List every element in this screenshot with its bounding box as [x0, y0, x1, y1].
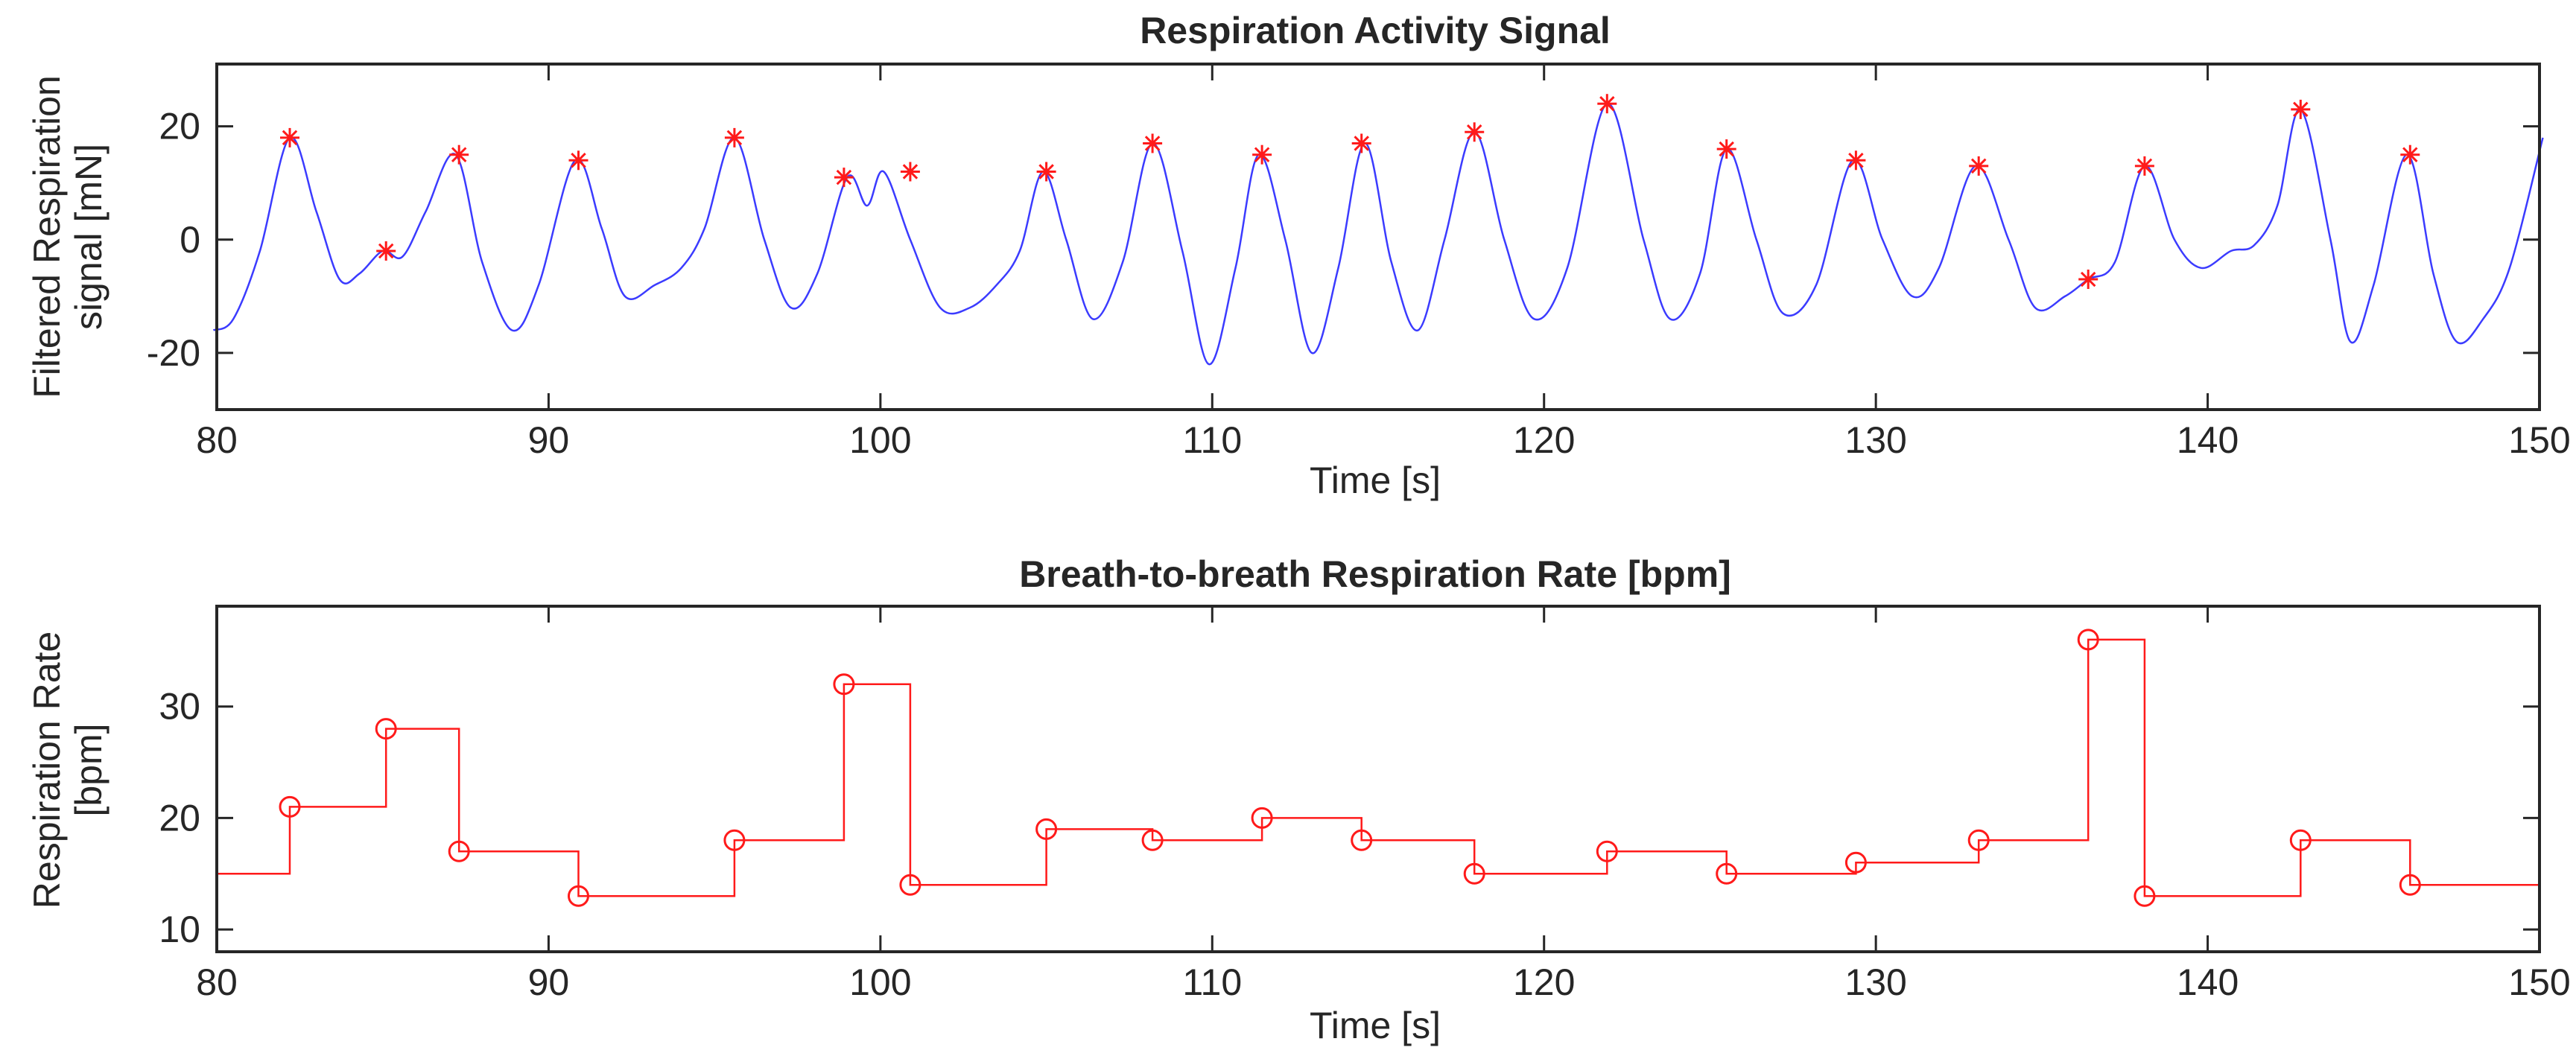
respiration-rate-chart: Breath-to-breath Respiration Rate [bpm] … [26, 553, 2571, 1046]
x-tick-label: 120 [1513, 419, 1575, 461]
peak-marker [568, 150, 589, 171]
x-tick-label: 110 [1182, 961, 1242, 1003]
y-tick-label: 30 [159, 686, 200, 728]
y-axis-label-line-2: signal [mN] [68, 144, 110, 330]
rate-point [1351, 829, 1373, 851]
rate-point [1596, 840, 1618, 862]
rate-point [1251, 807, 1273, 829]
rate-point [833, 673, 855, 696]
rate-point [1141, 829, 1164, 851]
rate-point [448, 840, 470, 862]
rate-point [1967, 829, 1990, 851]
x-tick-label: 80 [196, 961, 238, 1003]
peak-marker [2291, 99, 2311, 119]
y-axis-label-line-2: [bpm] [68, 723, 110, 816]
plot-area [212, 94, 2544, 366]
peak-marker [1036, 162, 1056, 182]
peak-marker [1252, 144, 1272, 165]
x-tick-label: 120 [1513, 961, 1575, 1003]
peak-marker [2400, 144, 2420, 165]
peak-marker [1465, 122, 1485, 142]
y-tick-label: -20 [147, 332, 200, 374]
peak-marker [280, 127, 299, 147]
rate-point [568, 885, 589, 907]
x-tick-label: 80 [196, 419, 238, 461]
x-axis-label: Time [s] [1310, 459, 1441, 501]
rate-point [1716, 862, 1738, 885]
peak-marker [900, 162, 920, 182]
axes-frame [215, 63, 2541, 411]
rate-point [899, 874, 921, 896]
chart-title: Breath-to-breath Respiration Rate [bpm] [1019, 553, 1731, 595]
signal-line [212, 102, 2544, 366]
x-tick-label: 100 [849, 961, 911, 1003]
x-tick-label: 130 [1844, 419, 1906, 461]
x-tick-label: 90 [528, 419, 570, 461]
respiration-signal-chart: Respiration Activity Signal Filtered Res… [26, 10, 2571, 501]
x-tick-label: 150 [2508, 419, 2570, 461]
axes-frame [215, 605, 2541, 953]
peak-marker [834, 168, 854, 188]
peak-marker [724, 127, 744, 147]
y-tick-label: 20 [159, 106, 200, 147]
rate-point [2077, 629, 2099, 651]
rate-point [2399, 874, 2421, 896]
y-tick-label: 10 [159, 909, 200, 950]
peak-marker [376, 241, 396, 261]
rate-point [1844, 851, 1867, 874]
peak-marker [1597, 94, 1617, 114]
rate-point [1463, 862, 1485, 885]
y-axis-label: Respiration Rate [bpm] [26, 632, 110, 909]
y-axis-label: Filtered Respiration signal [mN] [26, 75, 110, 398]
rate-point [279, 795, 301, 818]
y-axis-label-line-1: Respiration Rate [26, 632, 68, 909]
peak-marker [1969, 156, 1989, 176]
peak-marker [449, 144, 469, 165]
x-tick-label: 150 [2508, 961, 2570, 1003]
y-axis-label-line-1: Filtered Respiration [26, 75, 68, 398]
peak-marker [1716, 139, 1736, 159]
x-tick-label: 140 [2177, 961, 2239, 1003]
rate-point [2289, 829, 2312, 851]
x-tick-label: 140 [2177, 419, 2239, 461]
chart-title: Respiration Activity Signal [1140, 10, 1611, 51]
peak-marker [2078, 270, 2098, 289]
peak-marker [2134, 156, 2154, 176]
rate-point [1035, 818, 1058, 840]
x-tick-label: 110 [1182, 419, 1242, 461]
rate-point [2134, 885, 2156, 907]
rate-point [375, 718, 397, 740]
peak-marker [1351, 133, 1371, 153]
y-tick-label: 0 [180, 219, 200, 261]
x-axis-label: Time [s] [1310, 1005, 1441, 1046]
rate-point [723, 829, 746, 851]
x-tick-label: 100 [849, 419, 911, 461]
x-tick-label: 90 [528, 961, 570, 1003]
y-tick-label: 20 [159, 797, 200, 839]
x-tick-label: 130 [1844, 961, 1906, 1003]
plot-area [217, 629, 2539, 907]
peak-marker [1143, 133, 1163, 153]
peak-marker [1846, 150, 1866, 171]
